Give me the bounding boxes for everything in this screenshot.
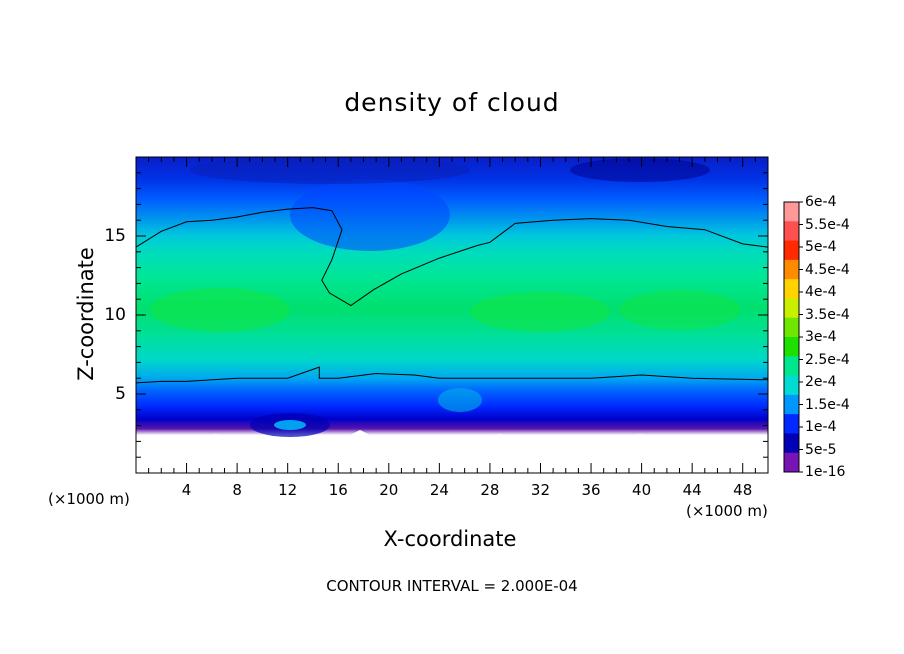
colorbar-label: 2e-4: [805, 374, 837, 390]
colorbar-label: 4.5e-4: [805, 261, 850, 278]
green-core-left: [150, 288, 290, 332]
colorbar-cell: [784, 356, 799, 377]
x-tick-label: 4: [181, 481, 192, 499]
x-tick-label: 36: [581, 481, 601, 499]
colorbar-label: 5e-5: [805, 441, 837, 458]
x-tick-label: 24: [429, 481, 449, 499]
x-tick-label: 48: [733, 481, 753, 499]
colorbar: [783, 201, 803, 473]
colorbar-cell: [784, 221, 799, 242]
x-unit-right: (×1000 m): [686, 502, 768, 520]
colorbar-label: 5e-4: [805, 239, 837, 255]
colorbar-cell: [784, 433, 799, 454]
green-core-far-right: [620, 290, 740, 330]
x-tick-label: 32: [530, 481, 551, 499]
colorbar-cell: [784, 317, 799, 338]
low-cyan-plume: [438, 388, 482, 412]
x-unit-left: (×1000 m): [48, 490, 130, 508]
y-tick-label: 5: [115, 384, 126, 404]
green-core-right: [470, 292, 610, 332]
x-tick-label: 16: [328, 481, 348, 499]
colorbar-cell: [784, 452, 799, 473]
colorbar-label: 1.5e-4: [805, 396, 850, 413]
upper-blue-intrusion: [290, 179, 450, 251]
top-dark-spot: [570, 158, 710, 182]
colorbar-cell: [784, 240, 799, 261]
colorbar-label: 4e-4: [805, 284, 837, 300]
density-field: [136, 157, 768, 473]
low-vortex-core: [274, 420, 306, 430]
colorbar-label: 2.5e-4: [805, 351, 850, 368]
contour-line-upper: [135, 207, 769, 307]
colorbar-label: 5.5e-4: [805, 216, 850, 233]
density-field-base: [136, 157, 768, 473]
colorbar-cell: [784, 202, 799, 222]
colorbar-label: 3e-4: [805, 329, 837, 345]
colorbar-label: 3.5e-4: [805, 306, 850, 323]
colorbar-cell: [784, 337, 799, 357]
colorbar-cell: [784, 394, 799, 415]
colorbar-label: 1e-4: [805, 419, 837, 435]
x-tick-label: 20: [379, 481, 399, 499]
colorbar-label: 1e-16: [805, 464, 846, 480]
x-tick-label: 44: [682, 481, 702, 499]
colorbar-cell: [784, 259, 799, 280]
x-tick-label: 8: [232, 481, 242, 499]
colorbar-cell: [784, 279, 799, 299]
ground-gap: [136, 430, 768, 473]
chart-title: density of cloud: [344, 88, 560, 117]
x-axis-label: X-coordinate: [383, 527, 517, 551]
colorbar-label: 6e-4: [805, 194, 837, 210]
x-tick-label: 12: [278, 481, 298, 499]
top-dark-band: [190, 157, 470, 184]
y-tick-label: 15: [104, 226, 126, 246]
colorbar-cell: [784, 414, 799, 434]
x-tick-label: 28: [480, 481, 500, 499]
y-tick-label: 10: [104, 305, 126, 325]
contour-interval-note: CONTOUR INTERVAL = 2.000E-04: [326, 577, 578, 595]
y-axis-label: Z-coordinate: [74, 247, 98, 381]
x-tick-label: 40: [632, 481, 652, 499]
contour-line-lower: [135, 366, 769, 384]
colorbar-cell: [784, 375, 799, 396]
axis-ticks: [136, 157, 768, 473]
colorbar-cell: [784, 298, 799, 319]
